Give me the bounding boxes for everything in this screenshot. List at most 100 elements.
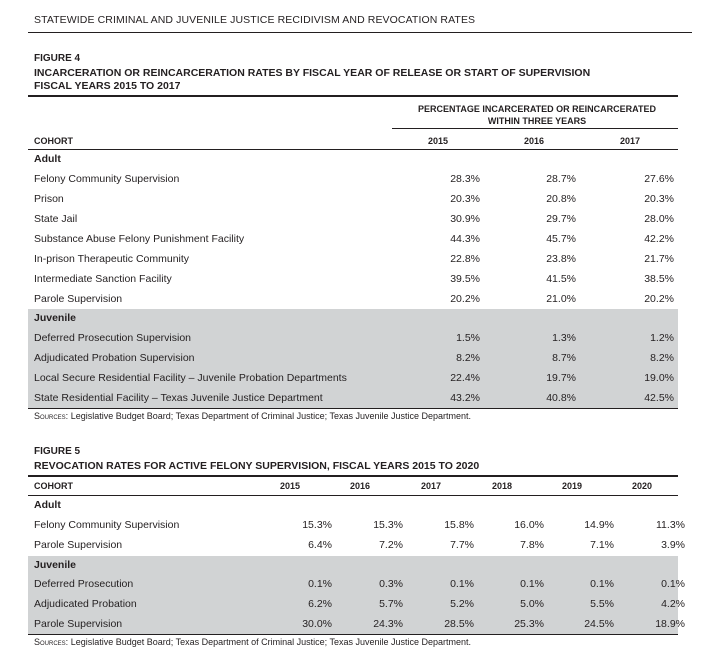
table-row: Deferred Prosecution 0.1% 0.3% 0.1% 0.1%… xyxy=(28,575,685,595)
row-label: Deferred Prosecution Supervision xyxy=(34,332,191,344)
figure5-year-header: 2020 xyxy=(631,481,652,491)
figure4-title-line1: INCARCERATION OR REINCARCERATION RATES B… xyxy=(34,67,591,79)
sources-label: Sources: xyxy=(34,637,69,647)
cell-value: 42.5% xyxy=(644,392,674,404)
cell-value: 1.3% xyxy=(552,332,576,344)
cell-value: 1.5% xyxy=(456,332,480,344)
cell-value: 20.3% xyxy=(644,193,674,205)
figure5-sources: Sources: Legislative Budget Board; Texas… xyxy=(34,637,471,647)
cell-value: 14.9% xyxy=(584,519,614,531)
pct-header-line1: PERCENTAGE INCARCERATED OR REINCARCERATE… xyxy=(417,104,656,114)
cell-value: 11.3% xyxy=(656,519,685,531)
figure4-top-rule xyxy=(28,95,678,97)
cell-value: 20.2% xyxy=(644,293,674,305)
figure5-header-rule xyxy=(28,495,678,496)
cell-value: 8.7% xyxy=(552,352,576,364)
figure4-cohort-header: COHORT xyxy=(34,136,73,146)
row-label: Prison xyxy=(34,193,64,205)
cell-value: 19.0% xyxy=(644,372,674,384)
cell-value: 5.7% xyxy=(379,598,403,610)
cell-value: 7.8% xyxy=(520,539,544,551)
cell-value: 0.1% xyxy=(308,578,332,590)
row-label: Parole Supervision xyxy=(34,293,123,305)
cell-value: 20.2% xyxy=(450,293,480,305)
table-row: Prison 20.3% 20.8% 20.3% xyxy=(28,190,678,210)
cell-value: 43.2% xyxy=(450,392,480,404)
figure5-top-rule xyxy=(28,475,678,477)
figure4-group-adult: Adult xyxy=(28,150,678,170)
cell-value: 19.7% xyxy=(546,372,576,384)
cell-value: 8.2% xyxy=(456,352,480,364)
table-row: Parole Supervision 30.0% 24.3% 28.5% 25.… xyxy=(28,615,685,635)
group-label: Juvenile xyxy=(34,312,77,324)
cell-value: 6.2% xyxy=(308,598,332,610)
figure4-group-juvenile: Juvenile xyxy=(28,309,678,329)
cell-value: 4.2% xyxy=(661,598,685,610)
table-row: State Residential Facility – Texas Juven… xyxy=(28,389,678,409)
cell-value: 6.4% xyxy=(308,539,332,551)
cell-value: 30.0% xyxy=(302,618,332,630)
row-label: Adjudicated Probation xyxy=(34,598,137,610)
figure4-year-header: 2017 xyxy=(619,136,640,146)
figure5-label: FIGURE 5 xyxy=(34,446,81,457)
header-rule xyxy=(28,32,692,33)
row-label: In-prison Therapeutic Community xyxy=(34,253,190,265)
cell-value: 29.7% xyxy=(546,213,576,225)
cell-value: 24.5% xyxy=(584,618,614,630)
cell-value: 0.1% xyxy=(661,578,685,590)
group-label: Adult xyxy=(34,153,61,165)
cell-value: 27.6% xyxy=(644,173,674,185)
cell-value: 24.3% xyxy=(373,618,403,630)
figure4-year-header: 2015 xyxy=(427,136,448,146)
cell-value: 0.1% xyxy=(520,578,544,590)
cell-value: 15.3% xyxy=(302,519,332,531)
figure4-percentage-header: PERCENTAGE INCARCERATED OR REINCARCERATE… xyxy=(392,103,682,127)
cell-value: 16.0% xyxy=(514,519,544,531)
figure5-year-header: 2017 xyxy=(420,481,441,491)
row-label: Intermediate Sanction Facility xyxy=(34,273,172,285)
figure4-pct-header-rule xyxy=(392,128,678,129)
cell-value: 7.1% xyxy=(590,539,614,551)
row-label: Deferred Prosecution xyxy=(34,578,134,590)
table-row: Adjudicated Probation 6.2% 5.7% 5.2% 5.0… xyxy=(28,595,685,615)
table-row: Local Secure Residential Facility – Juve… xyxy=(28,369,678,389)
cell-value: 38.5% xyxy=(644,273,674,285)
cell-value: 28.5% xyxy=(444,618,474,630)
cell-value: 5.5% xyxy=(590,598,614,610)
sources-text: Legislative Budget Board; Texas Departme… xyxy=(68,411,472,421)
cell-value: 7.2% xyxy=(379,539,403,551)
row-label: Substance Abuse Felony Punishment Facili… xyxy=(34,233,245,245)
cell-value: 21.0% xyxy=(546,293,576,305)
cell-value: 45.7% xyxy=(546,233,576,245)
cell-value: 41.5% xyxy=(546,273,576,285)
cell-value: 20.8% xyxy=(546,193,576,205)
cell-value: 40.8% xyxy=(546,392,576,404)
table-row: Adjudicated Probation Supervision 8.2% 8… xyxy=(28,349,678,369)
cell-value: 0.3% xyxy=(379,578,403,590)
pct-header-line2: WITHIN THREE YEARS xyxy=(487,116,587,126)
group-label: Adult xyxy=(34,499,61,511)
cell-value: 8.2% xyxy=(650,352,674,364)
cell-value: 23.8% xyxy=(546,253,576,265)
cell-value: 5.2% xyxy=(450,598,474,610)
figure4-label: FIGURE 4 xyxy=(34,53,81,64)
cell-value: 15.8% xyxy=(444,519,474,531)
cell-value: 25.3% xyxy=(514,618,544,630)
figure5-year-header: 2015 xyxy=(279,481,300,491)
figure5-year-header: 2019 xyxy=(561,481,582,491)
table-row: In-prison Therapeutic Community 22.8% 23… xyxy=(28,250,678,270)
cell-value: 22.4% xyxy=(450,372,480,384)
cell-value: 42.2% xyxy=(644,233,674,245)
figure4-sources: Sources: Legislative Budget Board; Texas… xyxy=(34,411,471,421)
figure4-title-line2: FISCAL YEARS 2015 TO 2017 xyxy=(34,80,181,92)
cell-value: 21.7% xyxy=(644,253,674,265)
figure5-year-header: 2018 xyxy=(491,481,512,491)
cell-value: 22.8% xyxy=(450,253,480,265)
row-label: Felony Community Supervision xyxy=(34,519,180,531)
cell-value: 28.7% xyxy=(546,173,576,185)
table-row: Intermediate Sanction Facility 39.5% 41.… xyxy=(28,270,678,290)
row-label: Felony Community Supervision xyxy=(34,173,180,185)
table-row: Deferred Prosecution Supervision 1.5% 1.… xyxy=(28,329,678,349)
figure5-group-juvenile: Juvenile xyxy=(28,556,678,576)
figure4-header-rule xyxy=(28,149,678,150)
